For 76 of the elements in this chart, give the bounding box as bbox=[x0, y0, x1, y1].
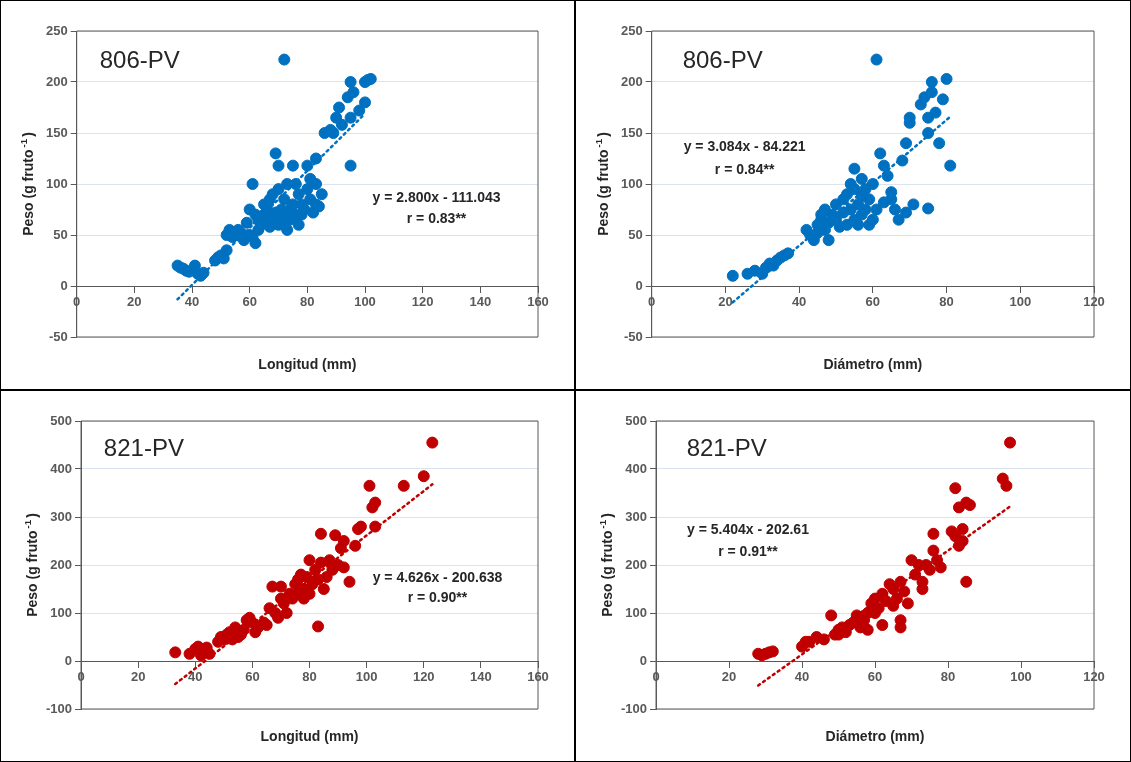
x-tick-label: 120 bbox=[412, 669, 435, 685]
y-tick-label: 500 bbox=[625, 412, 648, 428]
y-tick-label: 150 bbox=[45, 124, 68, 140]
x-tick-label: 20 bbox=[127, 294, 142, 310]
annotation: y = 2.800x - 111.043 bbox=[372, 188, 501, 205]
x-tick-label: 60 bbox=[242, 294, 257, 310]
annotation: r = 0.91** bbox=[718, 542, 779, 559]
y-tick-label: 0 bbox=[64, 652, 73, 668]
y-tick-label: -50 bbox=[48, 328, 68, 344]
x-tick-label: 120 bbox=[1083, 294, 1105, 310]
annotation: y = 4.626x - 200.638 bbox=[372, 568, 503, 585]
y-tick-label: 200 bbox=[620, 73, 643, 89]
y-tick-label: 50 bbox=[53, 226, 68, 242]
y-tick-label: 150 bbox=[620, 124, 643, 140]
x-tick-label: 100 bbox=[355, 669, 378, 685]
y-tick-label: 400 bbox=[625, 460, 648, 476]
x-tick-label: 40 bbox=[188, 669, 203, 685]
x-tick-label: 60 bbox=[867, 669, 883, 685]
y-tick-label: -50 bbox=[623, 328, 643, 344]
x-tick-label: 20 bbox=[130, 669, 146, 685]
y-tick-label: 300 bbox=[50, 508, 73, 524]
y-tick-label: 50 bbox=[628, 226, 643, 242]
x-tick-label: 140 bbox=[469, 294, 492, 310]
x-tick-label: 100 bbox=[1010, 669, 1032, 685]
x-tick-label: 80 bbox=[300, 294, 315, 310]
x-tick-label: 20 bbox=[721, 669, 737, 685]
y-axis-title: Peso (g fruto-1) bbox=[592, 132, 611, 236]
y-axis-title: Peso (g fruto-1) bbox=[21, 513, 40, 617]
y-tick-label: 200 bbox=[50, 556, 73, 572]
x-tick-label: 40 bbox=[794, 669, 810, 685]
x-tick-label: 40 bbox=[791, 294, 807, 310]
x-axis-title: Diámetro (mm) bbox=[823, 355, 923, 372]
x-tick-label: 80 bbox=[302, 669, 317, 685]
x-tick-label: 100 bbox=[354, 294, 376, 310]
annotation: y = 5.404x - 202.61 bbox=[687, 521, 810, 538]
x-tick-label: 100 bbox=[1009, 294, 1032, 310]
y-tick-label: 0 bbox=[635, 277, 643, 293]
y-tick-label: 250 bbox=[620, 22, 643, 38]
x-tick-label: 120 bbox=[1083, 669, 1105, 685]
annotation: r = 0.84** bbox=[714, 161, 775, 178]
annotation: r = 0.90** bbox=[407, 588, 468, 605]
x-tick-label: 120 bbox=[411, 294, 434, 310]
x-axis-title: Diámetro (mm) bbox=[825, 727, 925, 744]
y-tick-label: 300 bbox=[625, 508, 648, 524]
y-axis-title: Peso (g fruto-1) bbox=[596, 513, 615, 617]
y-tick-label: 100 bbox=[625, 604, 648, 620]
x-tick-label: 80 bbox=[939, 294, 954, 310]
y-tick-label: 200 bbox=[625, 556, 648, 572]
x-tick-label: 160 bbox=[527, 294, 549, 310]
annotation: 821-PV bbox=[686, 434, 767, 462]
x-tick-label: 160 bbox=[527, 669, 549, 685]
y-tick-label: 250 bbox=[45, 22, 68, 38]
annotation: 806-PV bbox=[99, 46, 180, 74]
y-tick-label: 100 bbox=[620, 175, 643, 191]
y-tick-label: 500 bbox=[50, 412, 73, 428]
y-tick-label: -100 bbox=[45, 700, 73, 716]
y-axis-title: Peso (g fruto-1) bbox=[17, 132, 36, 236]
y-tick-label: 0 bbox=[639, 652, 648, 668]
x-axis-title: Longitud (mm) bbox=[258, 355, 357, 372]
x-tick-label: 140 bbox=[470, 669, 492, 685]
x-tick-label: 20 bbox=[718, 294, 733, 310]
x-tick-label: 60 bbox=[865, 294, 881, 310]
x-axis-title: Longitud (mm) bbox=[260, 727, 359, 744]
y-tick-label: 400 bbox=[50, 460, 73, 476]
y-tick-label: 100 bbox=[45, 175, 68, 191]
annotation: r = 0.83** bbox=[406, 210, 467, 227]
y-tick-label: 0 bbox=[60, 277, 68, 293]
y-tick-label: 100 bbox=[50, 604, 73, 620]
annotation: y = 3.084x - 84.221 bbox=[683, 138, 806, 155]
x-tick-label: 60 bbox=[245, 669, 260, 685]
x-tick-label: 40 bbox=[184, 294, 200, 310]
annotation: 821-PV bbox=[103, 434, 184, 462]
y-tick-label: -100 bbox=[620, 700, 648, 716]
annotation: 806-PV bbox=[682, 46, 763, 74]
x-tick-label: 80 bbox=[940, 669, 956, 685]
y-tick-label: 200 bbox=[45, 73, 68, 89]
